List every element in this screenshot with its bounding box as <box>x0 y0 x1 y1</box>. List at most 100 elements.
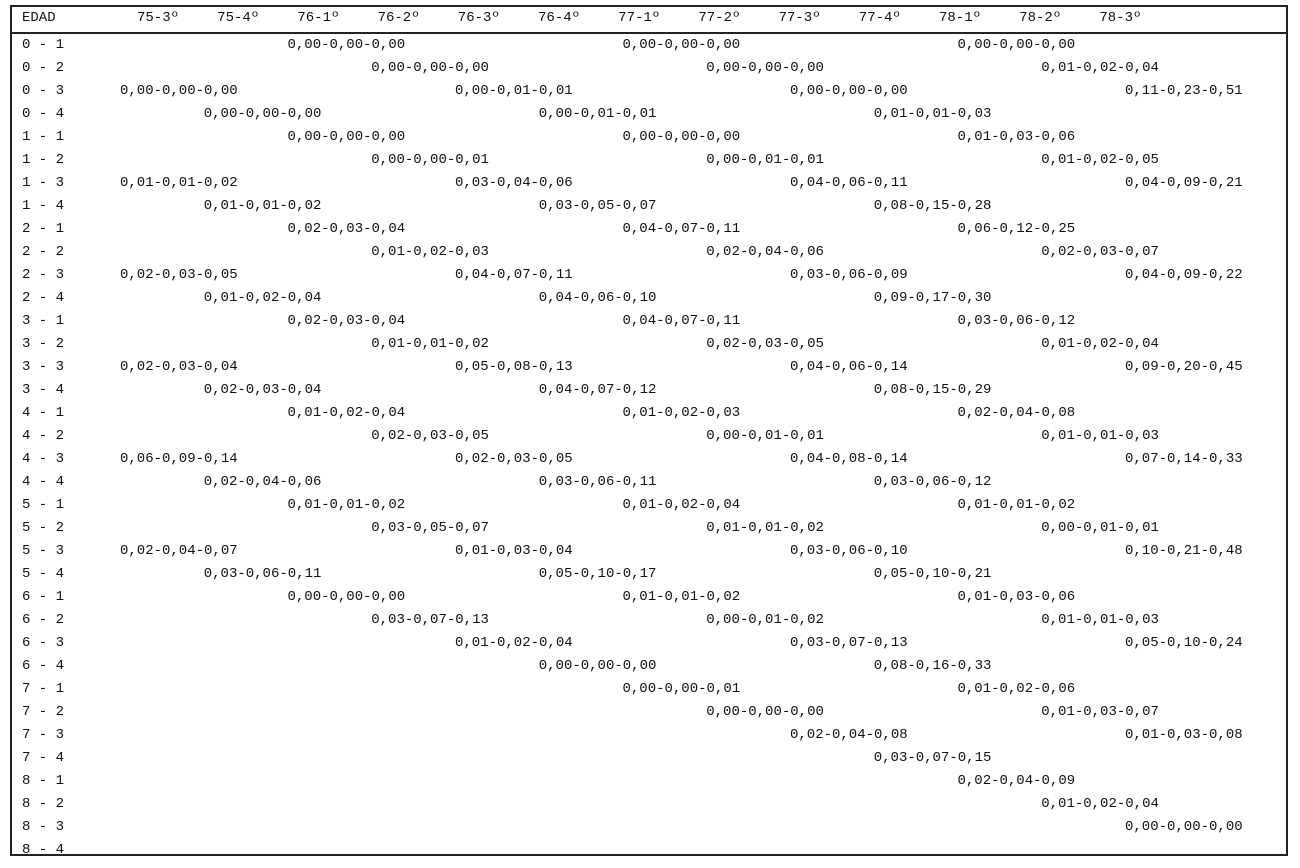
table-cell: 0,09-0,20-0,45 <box>1125 359 1243 375</box>
table-cell: 0,03-0,06-0,12 <box>873 474 992 490</box>
table-cell: 0,01-0,01-0,02 <box>203 198 322 214</box>
table-cell: 0,00-0,00-0,00 <box>957 37 1076 53</box>
header-cell: 76-2º <box>377 10 420 26</box>
table-cell: 0,01-0,02-0,04 <box>622 497 741 513</box>
table-cell: 0,00-0,00-0,00 <box>622 37 741 53</box>
header-cell: 77-4º <box>858 10 901 26</box>
table-cell: 0,00-0,00-0,00 <box>287 37 406 53</box>
header-cell: 75-3º <box>136 10 180 26</box>
header-cell: 76-3º <box>457 10 500 26</box>
table-cell: 0,04-0,07-0,11 <box>622 313 741 329</box>
header-cell: 78-2º <box>1019 10 1062 26</box>
age-label: 7 - 1 <box>22 681 65 697</box>
table-cell: 0,02-0,04-0,06 <box>203 474 322 490</box>
table-cell: 0,00-0,00-0,00 <box>203 106 322 122</box>
table-cell: 0,01-0,02-0,04 <box>203 290 322 306</box>
table-cell: 0,03-0,06-0,10 <box>790 543 908 559</box>
table-cell: 0,00-0,00-0,01 <box>371 152 489 168</box>
table-cell: 0,00-0,01-0,01 <box>538 106 657 122</box>
table-cell: 0,01-0,03-0,08 <box>1125 727 1243 743</box>
table-cell: 0,01-0,02-0,04 <box>1041 336 1159 352</box>
table-cell: 0,01-0,01-0,02 <box>120 175 238 191</box>
table-cell: 0,00-0,00-0,00 <box>120 83 238 99</box>
table-cell: 0,01-0,02-0,04 <box>287 405 406 421</box>
table-cell: 0,00-0,00-0,00 <box>622 129 741 145</box>
table-border <box>10 5 1288 856</box>
table-cell: 0,00-0,01-0,01 <box>455 83 573 99</box>
table-cell: 0,00-0,00-0,00 <box>287 129 406 145</box>
table-cell: 0,01-0,01-0,02 <box>371 336 489 352</box>
table-cell: 0,01-0,01-0,03 <box>873 106 992 122</box>
age-label: 3 - 1 <box>22 313 65 329</box>
table-cell: 0,00-0,01-0,01 <box>706 428 824 444</box>
table-cell: 0,02-0,03-0,04 <box>287 221 406 237</box>
header-cell: 75-4º <box>217 10 260 26</box>
age-label: 2 - 3 <box>22 267 65 283</box>
age-label: 5 - 2 <box>22 520 65 536</box>
age-label: 2 - 1 <box>22 221 65 237</box>
table-cell: 0,08-0,15-0,28 <box>873 198 992 214</box>
table-cell: 0,05-0,10-0,24 <box>1125 635 1243 651</box>
age-label: 5 - 3 <box>22 543 65 559</box>
table-cell: 0,02-0,03-0,04 <box>120 359 238 375</box>
age-label: 7 - 4 <box>22 750 65 766</box>
header-cell: 77-2º <box>698 10 741 26</box>
table-cell: 0,01-0,01-0,02 <box>706 520 824 536</box>
table-cell: 0,01-0,01-0,03 <box>1041 428 1159 444</box>
header-cell: 76-4º <box>537 10 581 26</box>
table-cell: 0,04-0,06-0,11 <box>790 175 908 191</box>
table-cell: 0,00-0,00-0,00 <box>371 60 489 76</box>
age-label: 4 - 1 <box>22 405 65 421</box>
header-rule <box>10 32 1288 34</box>
table-cell: 0,00-0,01-0,02 <box>706 612 824 628</box>
table-cell: 0,01-0,03-0,06 <box>957 129 1076 145</box>
age-label: 2 - 4 <box>22 290 65 306</box>
age-label: 0 - 4 <box>22 106 65 122</box>
table-cell: 0,00-0,00-0,01 <box>622 681 741 697</box>
age-label: 5 - 4 <box>22 566 65 582</box>
table-cell: 0,02-0,04-0,06 <box>706 244 824 260</box>
age-label: 6 - 3 <box>22 635 65 651</box>
table-cell: 0,03-0,07-0,13 <box>371 612 489 628</box>
header-cell: 77-3º <box>778 10 821 26</box>
table-cell: 0,11-0,23-0,51 <box>1125 83 1243 99</box>
table-cell: 0,02-0,03-0,05 <box>371 428 489 444</box>
age-label: 1 - 1 <box>22 129 65 145</box>
table-cell: 0,02-0,03-0,04 <box>287 313 406 329</box>
age-label: 3 - 4 <box>22 382 65 398</box>
table-cell: 0,05-0,10-0,21 <box>873 566 992 582</box>
table-cell: 0,00-0,00-0,00 <box>538 658 657 674</box>
table-cell: 0,02-0,03-0,05 <box>455 451 573 467</box>
table-cell: 0,02-0,04-0,07 <box>120 543 238 559</box>
table-cell: 0,02-0,03-0,07 <box>1041 244 1159 260</box>
table-cell: 0,01-0,02-0,04 <box>455 635 573 651</box>
table-cell: 0,01-0,02-0,06 <box>957 681 1076 697</box>
table-cell: 0,00-0,00-0,00 <box>1125 819 1243 835</box>
table-cell: 0,01-0,03-0,06 <box>957 589 1076 605</box>
table-cell: 0,01-0,03-0,07 <box>1041 704 1159 720</box>
table-cell: 0,01-0,02-0,04 <box>1041 796 1159 812</box>
age-label: 1 - 3 <box>22 175 65 191</box>
table-cell: 0,03-0,07-0,15 <box>873 750 992 766</box>
table-cell: 0,04-0,06-0,14 <box>790 359 908 375</box>
table-cell: 0,00-0,01-0,01 <box>706 152 824 168</box>
table-cell: 0,03-0,06-0,11 <box>203 566 322 582</box>
table-cell: 0,01-0,01-0,02 <box>622 589 741 605</box>
table-cell: 0,04-0,07-0,11 <box>455 267 573 283</box>
table-cell: 0,06-0,09-0,14 <box>120 451 238 467</box>
age-label: 7 - 2 <box>22 704 65 720</box>
table-cell: 0,01-0,01-0,03 <box>1041 612 1159 628</box>
table-cell: 0,08-0,16-0,33 <box>873 658 992 674</box>
age-label: 5 - 1 <box>22 497 65 513</box>
header-cell: EDAD <box>22 10 56 26</box>
table-cell: 0,00-0,00-0,00 <box>706 704 824 720</box>
table-cell: 0,03-0,05-0,07 <box>371 520 489 536</box>
age-label: 3 - 2 <box>22 336 65 352</box>
header-cell: 77-1º <box>618 10 661 26</box>
table-cell: 0,02-0,04-0,08 <box>957 405 1076 421</box>
table-cell: 0,04-0,07-0,12 <box>538 382 657 398</box>
table-cell: 0,09-0,17-0,30 <box>873 290 992 306</box>
table-cell: 0,03-0,07-0,13 <box>790 635 908 651</box>
age-label: 0 - 2 <box>22 60 65 76</box>
